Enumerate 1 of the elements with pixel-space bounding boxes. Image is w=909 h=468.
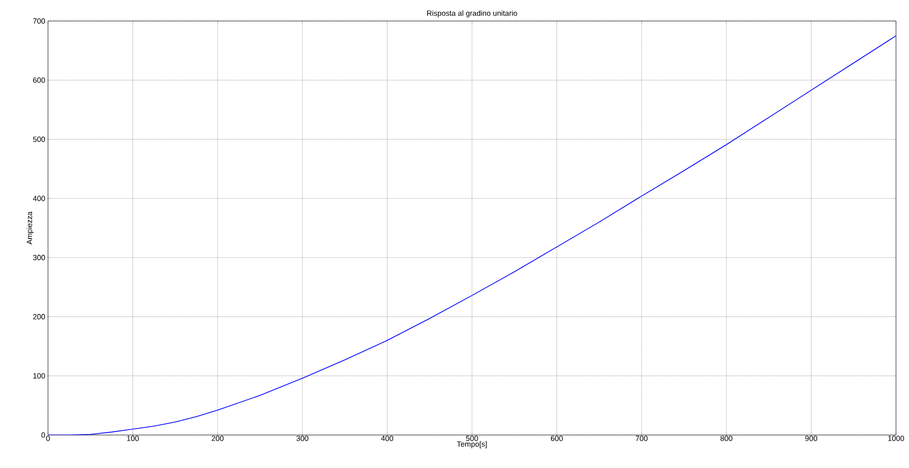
line-series (48, 35, 896, 435)
